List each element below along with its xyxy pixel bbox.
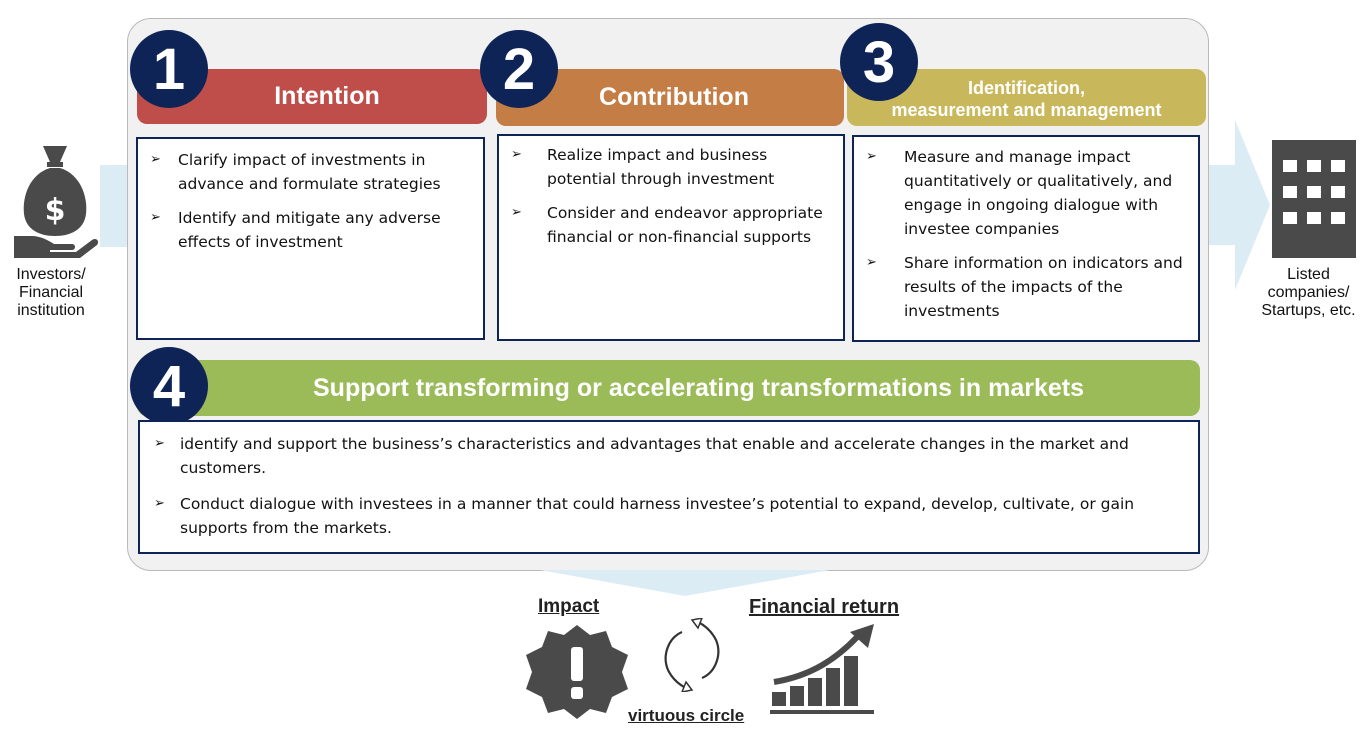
- step1-title: Intention: [274, 82, 380, 110]
- step3-box: Measure and manage impact quantitatively…: [852, 135, 1200, 342]
- step4-number-badge: 4: [130, 347, 208, 425]
- step4-bullet: Conduct dialogue with investees in a man…: [140, 492, 1180, 540]
- step3-title-line2: measurement and management: [891, 100, 1162, 120]
- financial-return-label: Financial return: [749, 596, 900, 618]
- rising-chart-icon: [770, 624, 874, 714]
- left-flow-arrow: [100, 165, 130, 247]
- step3-bullet: Measure and manage impact quantitatively…: [854, 145, 1186, 241]
- right-flow-arrow: [1205, 120, 1270, 290]
- step2-header: Contribution: [496, 69, 844, 126]
- step4-title: Support transforming or accelerating tra…: [313, 373, 1084, 402]
- step2-box: Realize impact and business potential th…: [497, 134, 845, 341]
- office-building-icon: [1272, 140, 1356, 258]
- investors-label: Investors/ Financial institution: [16, 266, 86, 319]
- cycle-arrows-icon: [664, 618, 720, 692]
- down-flow-arrow: [540, 570, 830, 596]
- step2-bullet: Realize impact and business potential th…: [499, 143, 825, 191]
- companies-label: Listed companies/ Startups, etc.: [1261, 266, 1356, 319]
- money-bag-hand-icon: $: [14, 146, 99, 258]
- step1-bullet: Identify and mitigate any adverse effect…: [138, 206, 469, 254]
- impact-label: Impact: [538, 596, 600, 617]
- step2-title: Contribution: [599, 83, 749, 111]
- exclamation-badge-icon: [526, 625, 628, 719]
- step1-number-badge: 1: [130, 30, 208, 108]
- virtuous-circle-label: virtuous circle: [628, 706, 745, 725]
- svg-text:$: $: [45, 193, 66, 228]
- step3-title-line1: Identification,: [968, 78, 1085, 98]
- step1-bullet: Clarify impact of investments in advance…: [138, 148, 469, 196]
- step2-bullet: Consider and endeavor appropriate financ…: [499, 201, 825, 249]
- step2-number-badge: 2: [480, 30, 558, 108]
- step3-number-badge: 3: [840, 23, 918, 101]
- step4-box: identify and support the business’s char…: [138, 420, 1200, 554]
- step4-bullet: identify and support the business’s char…: [140, 432, 1180, 480]
- step1-box: Clarify impact of investments in advance…: [136, 137, 485, 340]
- step4-header: Support transforming or accelerating tra…: [137, 360, 1200, 416]
- step3-bullet: Share information on indicators and resu…: [854, 251, 1186, 323]
